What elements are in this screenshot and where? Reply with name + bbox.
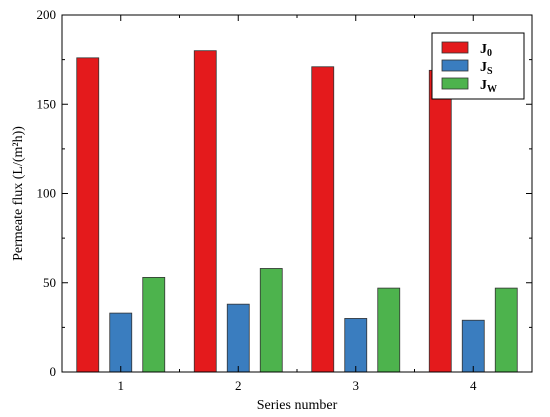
x-tick-label: 4 bbox=[470, 378, 477, 393]
bar-js-1 bbox=[109, 312, 133, 373]
legend-entry-subscript: 0 bbox=[487, 48, 492, 59]
y-axis: 0 50 100 150 200 bbox=[37, 7, 532, 379]
y-axis-label: Permeate flux (L/(m²h)) bbox=[11, 126, 26, 261]
bar-j0-1 bbox=[76, 57, 100, 373]
y-tick-label: 0 bbox=[50, 364, 57, 379]
legend-swatch bbox=[441, 59, 469, 72]
legend-swatch bbox=[441, 41, 469, 54]
x-axis-label: Series number bbox=[257, 398, 338, 413]
x-tick-label: 3 bbox=[353, 378, 360, 393]
y-tick-label: 150 bbox=[37, 96, 57, 111]
y-tick-label: 200 bbox=[37, 7, 57, 22]
y-tick-label: 50 bbox=[43, 275, 56, 290]
legend-entry-subscript: S bbox=[487, 66, 493, 77]
legend-swatch bbox=[441, 77, 469, 90]
bar-j0-4 bbox=[428, 69, 452, 373]
bar-js-2 bbox=[226, 303, 250, 373]
bar-jw-4 bbox=[494, 287, 518, 373]
bar-j0-2 bbox=[193, 50, 217, 373]
x-tick-label: 2 bbox=[235, 378, 242, 393]
y-tick-label: 100 bbox=[37, 186, 57, 201]
bars-group bbox=[76, 50, 518, 373]
bar-jw-1 bbox=[142, 276, 166, 373]
bar-j0-3 bbox=[311, 66, 335, 373]
bar-js-3 bbox=[344, 318, 368, 373]
legend-entry-subscript: W bbox=[487, 84, 497, 95]
x-tick-label: 1 bbox=[118, 378, 125, 393]
bar-jw-2 bbox=[259, 268, 283, 373]
bar-jw-3 bbox=[377, 287, 401, 373]
x-axis: 1 2 3 4 bbox=[118, 15, 477, 393]
bar-js-4 bbox=[461, 319, 485, 373]
